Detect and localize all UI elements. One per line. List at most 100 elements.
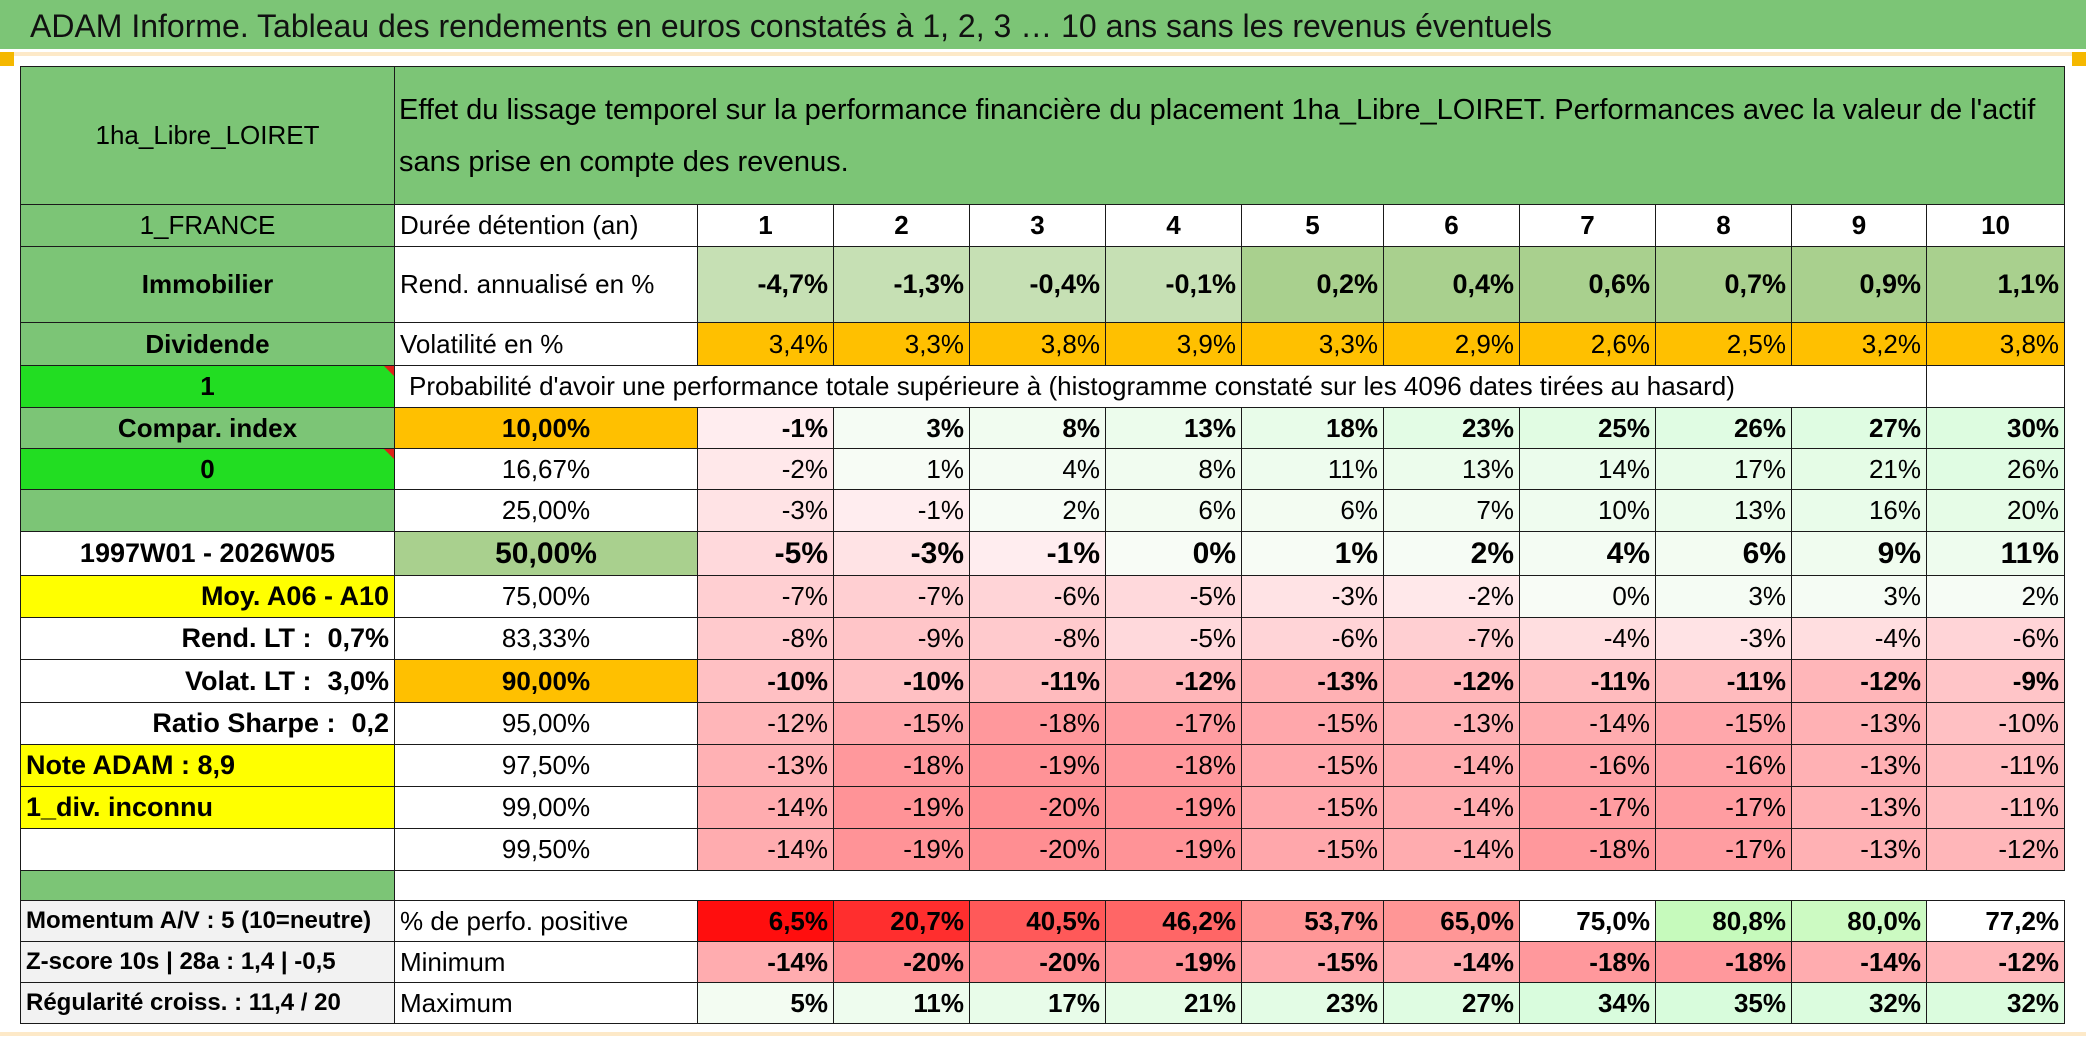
percentile-cell: -4% [1519, 617, 1656, 660]
percentile-cell: 0% [1519, 575, 1656, 618]
volat-cell-10: 3,8% [1925, 322, 2066, 366]
percentile-cell: -9% [1925, 659, 2066, 703]
percentile-cell: -3% [697, 489, 834, 532]
percentile-cell: 11% [1241, 448, 1384, 490]
percentile-cell: -3% [1241, 575, 1384, 618]
percentile-row: Rend. LT :0,7% 83,33% -8% -9% -8% -5% -6% -7% -4… [20, 617, 2066, 660]
percentile-cell: -1% [969, 531, 1106, 576]
proba-label: Probabilité d'avoir une performance tota… [394, 365, 1927, 408]
flag-zero-cell: 0 [20, 448, 395, 490]
volat-lt-cell-label: Volat. LT : [184, 665, 312, 696]
percentile-cell: -19% [969, 744, 1106, 787]
percentile-label: 99,50% [394, 828, 698, 871]
percentile-cell: -7% [833, 575, 970, 618]
percentile-cell: -3% [833, 531, 970, 576]
percentile-cell: -13% [697, 744, 834, 787]
percentile-cell: -14% [697, 828, 834, 871]
percentile-cell: 1% [1241, 531, 1384, 576]
percentile-row: Volat. LT :3,0% 90,00% -10% -10% -11% -12% -13… [20, 659, 2066, 703]
maximum-row: Régularité croiss. : 11,4 / 20 Maximum 5% 1… [20, 982, 2066, 1024]
percentile-cell: 25% [1519, 407, 1656, 449]
percentile-cell: -7% [697, 575, 834, 618]
minimum-cell: -14% [1791, 941, 1927, 983]
country-cell: 1_FRANCE [20, 204, 395, 247]
percentile-cell: -6% [969, 575, 1106, 618]
spacer-blank-cell [393, 870, 2065, 901]
percentile-row: 1997W01 - 2026W05 50,00% -5% -3% -1% 0% 1% 2% 4%… [20, 531, 2066, 576]
percentile-cell: 30% [1925, 407, 2066, 449]
percentile-cell: -11% [1655, 659, 1792, 703]
spacer-row [20, 870, 2065, 901]
percentile-row: Moy. A06 - A10 75,00% -7% -7% -6% -5% -3% -2% 0%… [20, 575, 2066, 618]
flag-one-cell: 1 [20, 365, 395, 408]
percentile-cell: 13% [1105, 407, 1242, 449]
percentile-cell: -18% [969, 702, 1106, 745]
percentile-cell: -2% [697, 448, 834, 490]
minimum-cell: -15% [1241, 941, 1384, 983]
positive-cell: 75,0% [1519, 900, 1656, 942]
percentile-cell: 3% [1655, 575, 1792, 618]
percentile-cell: -13% [1791, 702, 1927, 745]
maximum-cell: 11% [833, 982, 970, 1024]
percentile-cell: -20% [969, 828, 1106, 871]
maximum-cell: 21% [1105, 982, 1242, 1024]
percentile-cell: -13% [1791, 786, 1927, 829]
percentile-cell: -14% [1383, 828, 1520, 871]
percentile-cell: -15% [833, 702, 970, 745]
performance-table: 1ha_Libre_LOIRET Effet du lissage tempor… [20, 66, 2066, 1024]
percentile-cell: -16% [1519, 744, 1656, 787]
minimum-cell: -19% [1105, 941, 1242, 983]
empty-green-cell [20, 489, 395, 532]
positive-cell: 20,7% [833, 900, 970, 942]
maximum-cell: 27% [1383, 982, 1520, 1024]
percentile-cell: -5% [1105, 617, 1242, 660]
income-type-cell: Dividende [20, 322, 395, 366]
percentile-cell: -10% [1925, 702, 2066, 745]
percentile-row: Note ADAM : 8,9 97,50% -13% -18% -19% -18% -15… [20, 744, 2066, 787]
maximum-cell: 32% [1791, 982, 1927, 1024]
percentile-cell: 27% [1791, 407, 1927, 449]
percentile-cell: 3% [1791, 575, 1927, 618]
volat-cell-3: 3,8% [969, 322, 1106, 366]
percentile-cell: -13% [1383, 702, 1520, 745]
percentile-cell: 1% [833, 448, 970, 490]
percentile-cell: -1% [833, 489, 970, 532]
year-header-4: 4 [1105, 204, 1242, 247]
percentile-cell: 4% [1519, 531, 1656, 576]
percentile-cell: -14% [1383, 786, 1520, 829]
bottom-strip [0, 1032, 2086, 1036]
rend-cell-6: 0,4% [1383, 246, 1520, 323]
volat-label: Volatilité en % [394, 322, 698, 366]
year-header-8: 8 [1655, 204, 1792, 247]
percentile-cell: 8% [969, 407, 1106, 449]
percentile-cell: -17% [1655, 828, 1792, 871]
momentum-cell: Momentum A/V : 5 (10=neutre) [20, 900, 395, 942]
positive-row: Momentum A/V : 5 (10=neutre)% de perfo. … [20, 900, 2066, 942]
volat-cell-8: 2,5% [1655, 322, 1792, 366]
percentile-cell: -6% [1241, 617, 1384, 660]
minimum-cell: -12% [1925, 941, 2066, 983]
maximum-label: Maximum [394, 982, 698, 1024]
percentile-cell: 23% [1383, 407, 1520, 449]
percentile-cell: -18% [1519, 828, 1656, 871]
percentile-cell: -9% [833, 617, 970, 660]
percentile-cell: -12% [1383, 659, 1520, 703]
percentile-cell: 6% [1655, 531, 1792, 576]
percentile-cell: -6% [1925, 617, 2066, 660]
percentile-cell: -12% [697, 702, 834, 745]
percentile-cell: -18% [1105, 744, 1242, 787]
percentile-cell: -19% [833, 828, 970, 871]
volat-cell-4: 3,9% [1105, 322, 1242, 366]
year-header-6: 6 [1383, 204, 1520, 247]
sharpe-cell-label: Ratio Sharpe : [152, 708, 336, 738]
percentile-cell: -10% [697, 659, 834, 703]
percentile-label: 25,00% [394, 489, 698, 532]
percentile-cell: -7% [1383, 617, 1520, 660]
percentile-cell: -12% [1925, 828, 2066, 871]
percentile-row: Ratio Sharpe :0,2 95,00% -12% -15% -18% -17% -… [20, 702, 2066, 745]
percentile-cell: 6% [1105, 489, 1242, 532]
percentile-label: 10,00% [394, 407, 698, 449]
percentile-cell: 10% [1519, 489, 1656, 532]
corner-marker [2072, 52, 2086, 66]
percentile-label: 50,00% [394, 531, 698, 576]
